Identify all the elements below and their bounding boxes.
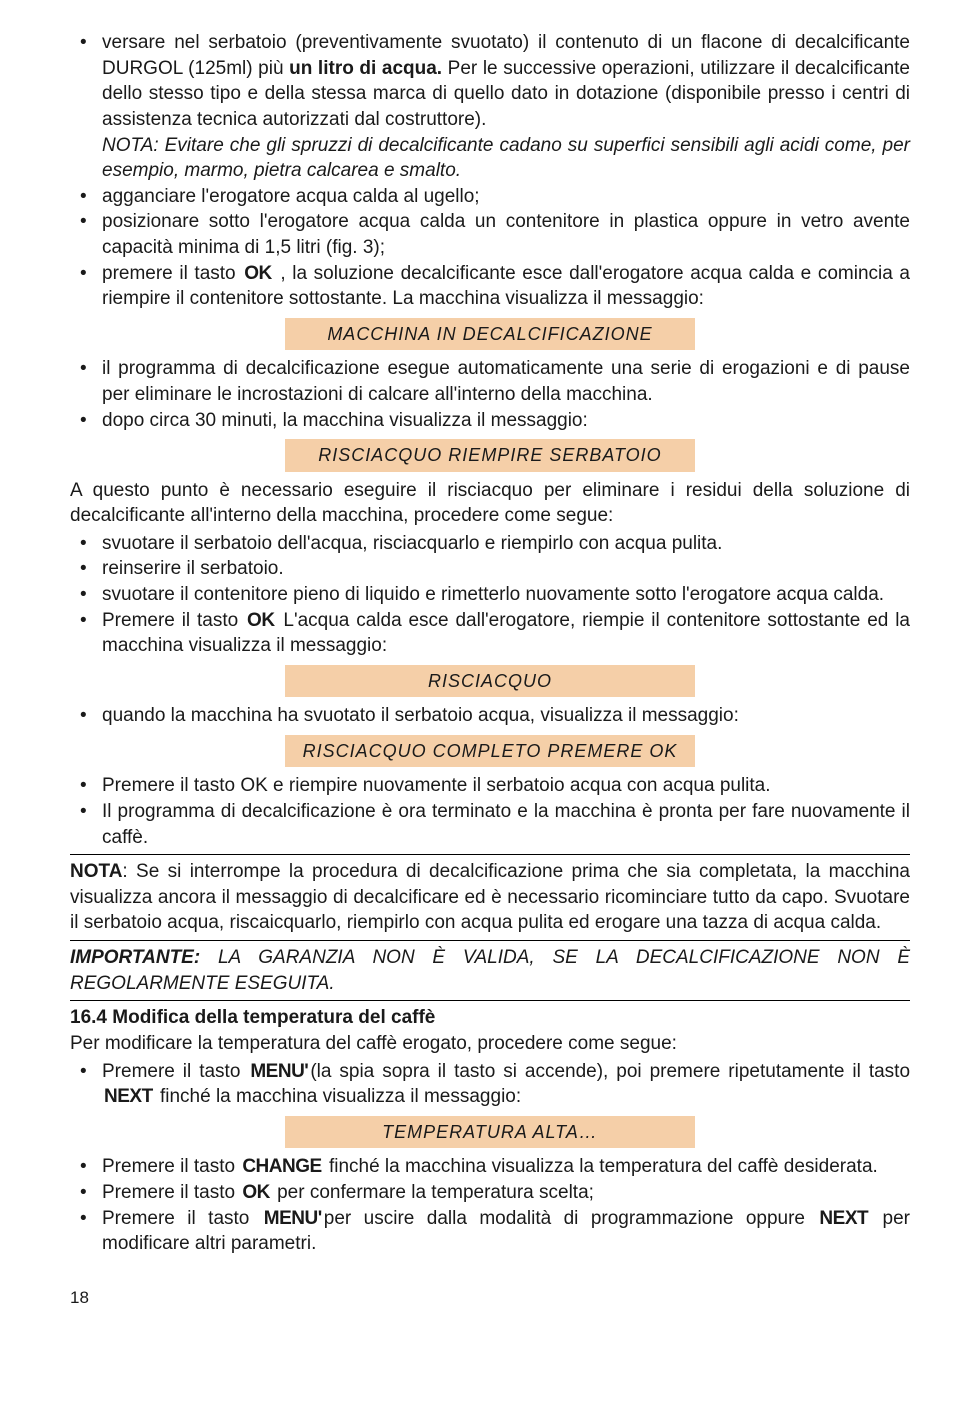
note-paragraph: NOTA: Se si interrompe la procedura di d… — [70, 859, 910, 936]
list-item: il programma di decalcificazione esegue … — [90, 356, 910, 407]
display-message-decalc: MACCHINA IN DECALCIFICAZIONE — [285, 318, 695, 350]
body-text: Premere il tasto — [102, 1156, 240, 1177]
list-item: reinserire il serbatoio. — [90, 556, 910, 582]
body-text: per uscire dalla modalità di programmazi… — [324, 1208, 818, 1229]
body-text: (la spia sopra il tasto si accende), poi… — [310, 1061, 910, 1082]
display-message-refill: RISCIACQUO RIEMPIRE SERBATOIO — [285, 439, 695, 471]
body-text: finché la macchina visualizza la tempera… — [324, 1156, 878, 1177]
divider — [70, 940, 910, 941]
page-number: 18 — [70, 1287, 910, 1310]
body-text: per confermare la temperatura scelta; — [272, 1182, 594, 1203]
procedure-list-5: Premere il tasto OK e riempire nuovament… — [70, 773, 910, 850]
body-text: Premere il tasto — [102, 1208, 262, 1229]
list-item: svuotare il contenitore pieno di liquido… — [90, 582, 910, 608]
procedure-list-6: Premere il tasto MENU'(la spia sopra il … — [70, 1059, 910, 1110]
list-item: Premere il tasto MENU'per uscire dalla m… — [90, 1206, 910, 1257]
body-text: : Se si interrompe la procedura di decal… — [70, 861, 910, 933]
list-item: Premere il tasto OK per confermare la te… — [90, 1180, 910, 1206]
list-item: Premere il tasto MENU'(la spia sopra il … — [90, 1059, 910, 1110]
bold-text: un litro di acqua. — [289, 58, 442, 79]
note-text: NOTA: Evitare che gli spruzzi di decalci… — [102, 133, 910, 184]
list-item: Premere il tasto OK e riempire nuovament… — [90, 773, 910, 799]
important-paragraph: IMPORTANTE: LA GARANZIA NON È VALIDA, SE… — [70, 945, 910, 996]
next-button-label: NEXT — [817, 1206, 870, 1232]
ok-button-label: OK — [240, 1180, 272, 1206]
list-item: agganciare l'erogatore acqua calda al ug… — [90, 184, 910, 210]
display-message-rinse: RISCIACQUO — [285, 665, 695, 697]
note-label: NOTA — [70, 861, 122, 882]
display-message-rinse-done: RISCIACQUO COMPLETO PREMERE OK — [285, 735, 695, 767]
menu-button-label: MENU' — [262, 1206, 324, 1232]
ok-button-label: OK — [242, 261, 274, 287]
paragraph: A questo punto è necessario eseguire il … — [70, 478, 910, 529]
body-text: Premere il tasto — [102, 1182, 240, 1203]
procedure-list-1: versare nel serbatoio (preventivamente s… — [70, 30, 910, 312]
procedure-list-3: svuotare il serbatoio dell'acqua, riscia… — [70, 531, 910, 659]
procedure-list-4: quando la macchina ha svuotato il serbat… — [70, 703, 910, 729]
important-label: IMPORTANTE: — [70, 947, 200, 968]
document-page: versare nel serbatoio (preventivamente s… — [0, 0, 960, 1340]
body-text: finché la macchina visualizza il messagg… — [155, 1086, 521, 1107]
next-button-label: NEXT — [102, 1084, 155, 1110]
procedure-list-7: Premere il tasto CHANGE finché la macchi… — [70, 1154, 910, 1257]
list-item: quando la macchina ha svuotato il serbat… — [90, 703, 910, 729]
procedure-list-2: il programma di decalcificazione esegue … — [70, 356, 910, 433]
change-button-label: CHANGE — [240, 1154, 323, 1180]
list-item: versare nel serbatoio (preventivamente s… — [90, 30, 910, 184]
menu-button-label: MENU' — [248, 1059, 310, 1085]
body-text: premere il tasto — [102, 263, 242, 284]
ok-button-label: OK — [245, 608, 277, 634]
list-item: premere il tasto OK , la soluzione decal… — [90, 261, 910, 312]
divider — [70, 854, 910, 855]
list-item: Premere il tasto CHANGE finché la macchi… — [90, 1154, 910, 1180]
section-heading: 16.4 Modifica della temperatura del caff… — [70, 1005, 910, 1031]
divider — [70, 1000, 910, 1001]
list-item: posizionare sotto l'erogatore acqua cald… — [90, 209, 910, 260]
list-item: Premere il tasto OK L'acqua calda esce d… — [90, 608, 910, 659]
section-intro: Per modificare la temperatura del caffè … — [70, 1031, 910, 1057]
list-item: svuotare il serbatoio dell'acqua, riscia… — [90, 531, 910, 557]
body-text: Premere il tasto — [102, 610, 245, 631]
list-item: Il programma di decalcificazione è ora t… — [90, 799, 910, 850]
display-message-temp: TEMPERATURA ALTA… — [285, 1116, 695, 1148]
list-item: dopo circa 30 minuti, la macchina visual… — [90, 408, 910, 434]
body-text: Premere il tasto — [102, 1061, 248, 1082]
